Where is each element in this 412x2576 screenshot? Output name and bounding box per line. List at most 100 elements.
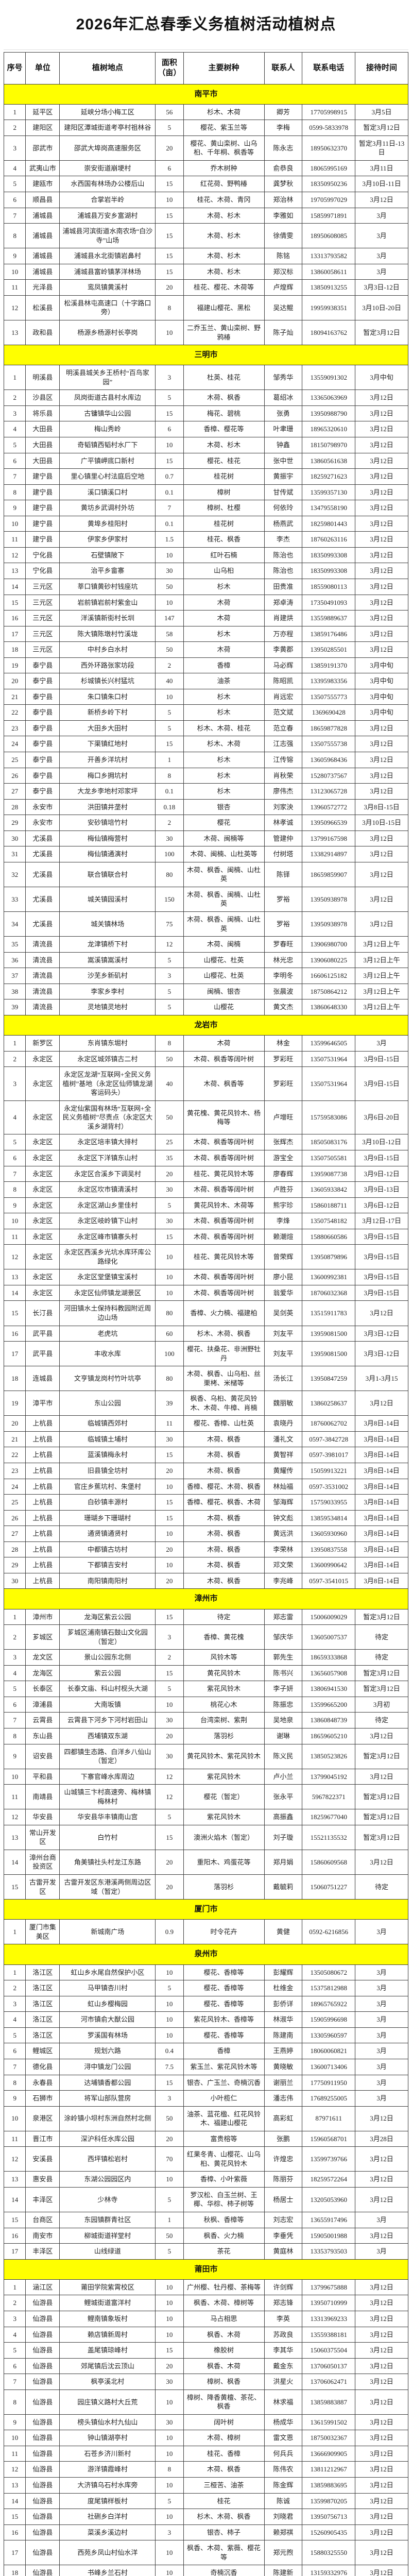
cell-species: 红花荷、野鸭椿 — [183, 176, 265, 193]
cell-seq: 1 — [3, 1919, 26, 1945]
cell-contact: 叶聿珊 — [264, 421, 303, 438]
cell-area: 10 — [155, 2279, 184, 2296]
cell-location: 陈大镇陈墩村竹溪垅 — [59, 625, 156, 642]
cell-location: 旧县镇全坊村 — [59, 1463, 156, 1479]
cell-time: 3月8日-15日 — [355, 799, 408, 816]
cell-area: 1.5 — [155, 531, 184, 548]
cell-unit: 建阳区 — [25, 120, 60, 136]
cell-time: 3月8日-14日 — [355, 1478, 408, 1495]
cell-unit: 仙游县 — [25, 2311, 60, 2327]
cell-location: 浔中镇龙门公园 — [59, 2059, 156, 2075]
table-row: 5 大田县 奇韬镇西韬村水厂下 10 木荷、杉木 钟鑫 18150798970 3月12日 — [3, 437, 408, 453]
table-row: 30 尤溪县 梅仙镇梅营村 30 木荷、闽楠等 管建仲 13799167598 3月12日 — [3, 830, 408, 847]
cell-location: 云霄县下河乡下河村岩田山 — [59, 1712, 156, 1729]
cell-location: 邵武大埠岗高速服务区 — [59, 135, 156, 161]
cell-species: 木荷、闽楠等 — [183, 830, 265, 847]
cell-species: 樱花、桂花 — [183, 452, 265, 469]
cell-contact: 林求福 — [264, 2389, 303, 2415]
cell-species: 乔木树种 — [183, 160, 265, 177]
cell-location: 大龙乡李地村邓家坪 — [59, 783, 156, 800]
cell-location: 紫云公园 — [59, 1665, 156, 1682]
cell-time: 3月12日 — [355, 2106, 408, 2131]
cell-area: 20 — [155, 135, 184, 161]
cell-unit: 永春县 — [25, 2074, 60, 2091]
cell-unit: 宁化县 — [25, 547, 60, 564]
title-divider — [4, 40, 408, 50]
cell-location: 柳城街道祥堂村 — [59, 2227, 156, 2244]
cell-seq: 6 — [3, 192, 26, 208]
cell-seq: 28 — [3, 1541, 26, 1558]
cell-seq: 16 — [3, 610, 26, 626]
cell-seq: 1 — [3, 2279, 26, 2296]
cell-seq: 7 — [3, 207, 26, 224]
cell-location: 浦城县水北街镇岩鼻村 — [59, 248, 156, 264]
cell-unit: 永定区 — [25, 1066, 60, 1101]
cell-time: 待定 — [355, 1649, 408, 1666]
cell-location: 游洋镇霞峰村 — [59, 2461, 156, 2478]
table-row: 1 延平区 延峡分场小梅工区 56 杉木、木荷 卿芳 17705998915 3月5日 — [3, 104, 408, 121]
cell-unit: 泰宁县 — [25, 688, 60, 705]
cell-unit: 延平区 — [25, 104, 60, 121]
cell-contact: 俞恭良 — [264, 160, 303, 177]
cell-time: 3月12日 — [355, 2477, 408, 2494]
cell-seq: 37 — [3, 968, 26, 984]
cell-species: 杉木 — [183, 625, 265, 642]
cell-area: 15 — [155, 1608, 184, 1625]
column-header-6: 联系电话 — [302, 52, 356, 84]
cell-contact: 廖小昆 — [264, 1269, 303, 1285]
cell-contact: 李黄郡 — [264, 641, 303, 658]
cell-contact: 刘友平 — [264, 1341, 303, 1367]
cell-species: 杉木 — [183, 578, 265, 595]
cell-contact: 谢丽兰 — [264, 2074, 303, 2091]
cell-contact: 甘传斌 — [264, 484, 303, 501]
cell-seq: 1 — [3, 1035, 26, 1052]
cell-species: 木荷、枫香、闽楠、山杜英 — [183, 911, 265, 937]
cell-phone: 13806941530 — [302, 1681, 356, 1697]
cell-unit: 涵江区 — [25, 2279, 60, 2296]
cell-phone: 18750032367 — [302, 2430, 356, 2446]
cell-location: 枫亭溪北村 — [59, 2374, 156, 2390]
cell-phone: 13559388181 — [302, 2326, 356, 2343]
cell-seq: 32 — [3, 861, 26, 887]
cell-contact: 肖远宏 — [264, 688, 303, 705]
cell-seq: 16 — [3, 1325, 26, 1342]
cell-contact: 卿芳 — [264, 104, 303, 121]
cell-unit: 长汀县 — [25, 1300, 60, 1326]
cell-time: 3月12日 — [355, 2326, 408, 2343]
cell-unit: 松溪县 — [25, 295, 60, 320]
cell-seq: 15 — [3, 1300, 26, 1326]
cell-species: 木荷、杉木 — [183, 248, 265, 264]
cell-unit: 邵武市 — [25, 135, 60, 161]
cell-seq: 12 — [3, 547, 26, 564]
cell-location: 城关镇林场 — [59, 911, 156, 937]
cell-area: 40 — [155, 1066, 184, 1101]
cell-area: 15 — [155, 405, 184, 422]
table-row: 20 泰宁县 杉城镇长兴村猛坑 40 油茶 陈昭凯 13395983356 3月中旬 — [3, 673, 408, 689]
cell-time: 3月5日 — [355, 104, 408, 121]
cell-area: 50 — [155, 1100, 184, 1135]
cell-location: 朱口镇朱口村 — [59, 688, 156, 705]
cell-contact: 林金 — [264, 1035, 303, 1052]
cell-area: 10 — [155, 1526, 184, 1542]
cell-time: 3月8日-14日 — [355, 1557, 408, 1573]
cell-contact: 陈永志 — [264, 135, 303, 161]
cell-location: 杉城镇长兴村猛坑 — [59, 673, 156, 689]
cell-species: 桂花 — [183, 2493, 265, 2510]
cell-area: 7.5 — [155, 2059, 184, 2075]
cell-seq: 16 — [3, 2524, 26, 2541]
section-row: 龙岩市 — [4, 1014, 408, 1036]
cell-seq: 3 — [3, 2311, 26, 2327]
cell-location: 广平镇岬底口新村 — [59, 452, 156, 469]
cell-seq: 12 — [3, 295, 26, 320]
cell-unit: 石狮市 — [25, 2090, 60, 2107]
cell-species: 木荷、枫香 — [183, 1463, 265, 1479]
table-row: 8 永春县 达埔镇香都公园 15 银杏、广玉兰、奇楠沉香 谢丽兰 17750911950 3月 — [3, 2074, 408, 2091]
cell-species: 木荷、枫香 — [183, 2461, 265, 2478]
cell-species: 黄花风铃木、木荷等 — [183, 1197, 265, 1214]
table-row: 16 南安市 柳城街道祥堂村 50 枫香、火力楠 李垂凭 15905001988 3月12日 — [3, 2227, 408, 2244]
cell-unit: 永定区 — [25, 1244, 60, 1270]
cell-time: 3月10日-20日 — [355, 295, 408, 320]
cell-location: 临城镇西郊村 — [59, 1415, 156, 1432]
cell-location: 南阳镇南阳村 — [59, 1572, 156, 1589]
table-row: 4 武夷山市 崇安街道崩埂村 6 乔木树种 俞恭良 18065995169 3月11日 — [3, 160, 408, 177]
